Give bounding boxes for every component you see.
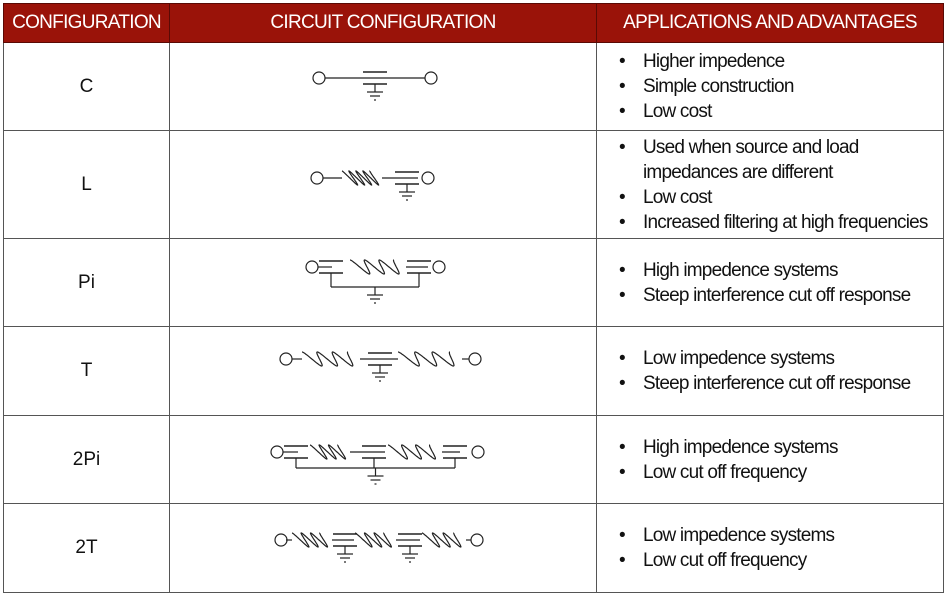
t-filter-icon bbox=[279, 351, 482, 382]
application-item: Low cut off frequency bbox=[619, 548, 943, 573]
header-applications: APPLICATIONS AND ADVANTAGES bbox=[596, 3, 944, 43]
table-row: C Higher impedenceSimple constructionLow … bbox=[3, 42, 944, 131]
circuit-diagram bbox=[169, 415, 597, 504]
table-row: T Low impedence systemsSteep interference… bbox=[3, 326, 944, 416]
application-item: Steep interference cut off response bbox=[619, 283, 943, 308]
filter-configuration-table: CONFIGURATION CIRCUIT CONFIGURATION APPL… bbox=[3, 3, 944, 593]
circuit-diagram bbox=[169, 238, 597, 327]
applications-list: Higher impedenceSimple constructionLow c… bbox=[596, 42, 944, 131]
applications-list: Low impedence systemsLow cut off frequen… bbox=[596, 503, 944, 593]
application-item: Used when source and load impedances are… bbox=[619, 135, 943, 185]
applications-list: Low impedence systemsSteep interference … bbox=[596, 326, 944, 416]
applications-list: Used when source and load impedances are… bbox=[596, 130, 944, 239]
table-row: 2Pi High impedence systemsLow cut off fre… bbox=[3, 415, 944, 504]
application-item: Higher impedence bbox=[619, 49, 943, 74]
configuration-name: 2T bbox=[3, 503, 170, 593]
c-filter-icon bbox=[312, 71, 438, 101]
2t-filter-icon bbox=[274, 532, 484, 563]
header-row: CONFIGURATION CIRCUIT CONFIGURATION APPL… bbox=[3, 3, 944, 43]
header-circuit-configuration: CIRCUIT CONFIGURATION bbox=[169, 3, 597, 43]
header-configuration: CONFIGURATION bbox=[3, 3, 170, 43]
application-item: Increased filtering at high frequencies bbox=[619, 210, 943, 235]
applications-list: High impedence systemsSteep interference… bbox=[596, 238, 944, 327]
circuit-diagram bbox=[169, 42, 597, 131]
table-row: 2T Low impedence systemsLow cut off frequ… bbox=[3, 503, 944, 593]
2pi-filter-icon bbox=[270, 444, 485, 485]
application-item: High impedence systems bbox=[619, 435, 943, 460]
applications-list: High impedence systemsLow cut off freque… bbox=[596, 415, 944, 504]
application-item: Low impedence systems bbox=[619, 346, 943, 371]
application-item: High impedence systems bbox=[619, 258, 943, 283]
application-item: Low impedence systems bbox=[619, 523, 943, 548]
configuration-name: Pi bbox=[3, 238, 170, 327]
application-item: Low cost bbox=[619, 99, 943, 124]
pi-filter-icon bbox=[305, 259, 446, 304]
circuit-diagram bbox=[169, 503, 597, 593]
application-item: Steep interference cut off response bbox=[619, 371, 943, 396]
application-item: Low cost bbox=[619, 185, 943, 210]
table-row: L Used when source and load impedances ar… bbox=[3, 130, 944, 239]
configuration-name: T bbox=[3, 326, 170, 416]
configuration-name: C bbox=[3, 42, 170, 131]
l-filter-icon bbox=[310, 170, 435, 201]
application-item: Simple construction bbox=[619, 74, 943, 99]
circuit-diagram bbox=[169, 130, 597, 239]
configuration-name: 2Pi bbox=[3, 415, 170, 504]
configuration-name: L bbox=[3, 130, 170, 239]
circuit-diagram bbox=[169, 326, 597, 416]
application-item: Low cut off frequency bbox=[619, 460, 943, 485]
table-row: Pi High impedence systemsSteep interferen… bbox=[3, 238, 944, 327]
